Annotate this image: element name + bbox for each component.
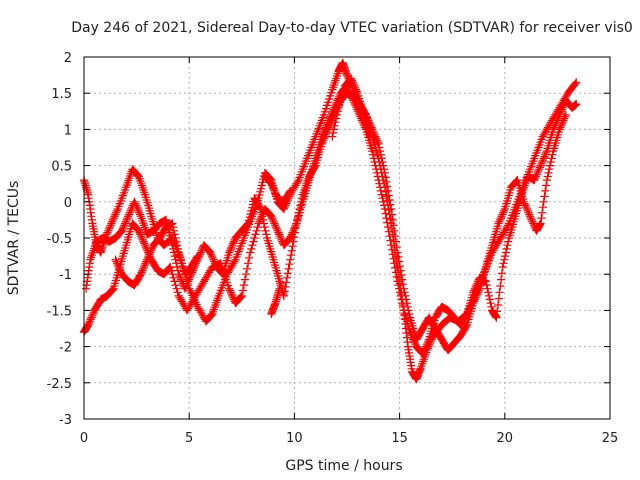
data-point-markers [111, 74, 375, 319]
y-tick-label: 1 [64, 123, 72, 138]
series-track-c [82, 89, 570, 355]
series-track-d [111, 74, 375, 319]
x-tick-label: 10 [286, 431, 303, 446]
x-tick-label: 25 [602, 431, 619, 446]
y-tick-label: -3 [59, 413, 72, 428]
y-tick-label: 2 [64, 51, 72, 66]
y-tick-label: 1.5 [51, 87, 72, 102]
grid [84, 57, 610, 419]
y-tick-label: -1 [59, 268, 72, 283]
chart-title: Day 246 of 2021, Sidereal Day-to-day VTE… [71, 20, 633, 36]
y-tick-label: -0.5 [47, 232, 72, 247]
y-axis-label: SDTVAR / TECUs [6, 181, 22, 296]
y-tick-label: -1.5 [47, 304, 72, 319]
x-tick-label: 5 [185, 431, 193, 446]
y-tick-label: 0 [64, 196, 72, 211]
y-tick-label: -2.5 [47, 377, 72, 392]
x-tick-label: 20 [497, 431, 514, 446]
data-series [79, 58, 581, 384]
x-tick-label: 15 [391, 431, 408, 446]
y-tick-label: 0.5 [51, 160, 72, 175]
x-tick-label: 0 [80, 431, 88, 446]
tick-labels: 0 5 10 15 20 25 -3 -2.5 -2 -1.5 -1 -0.5 0 0.5 1 1.5 2 [47, 51, 619, 446]
y-tick-label: -2 [59, 341, 72, 356]
axis-ticks [83, 56, 611, 420]
data-point-markers [82, 89, 570, 355]
x-axis-label: GPS time / hours [285, 458, 402, 474]
